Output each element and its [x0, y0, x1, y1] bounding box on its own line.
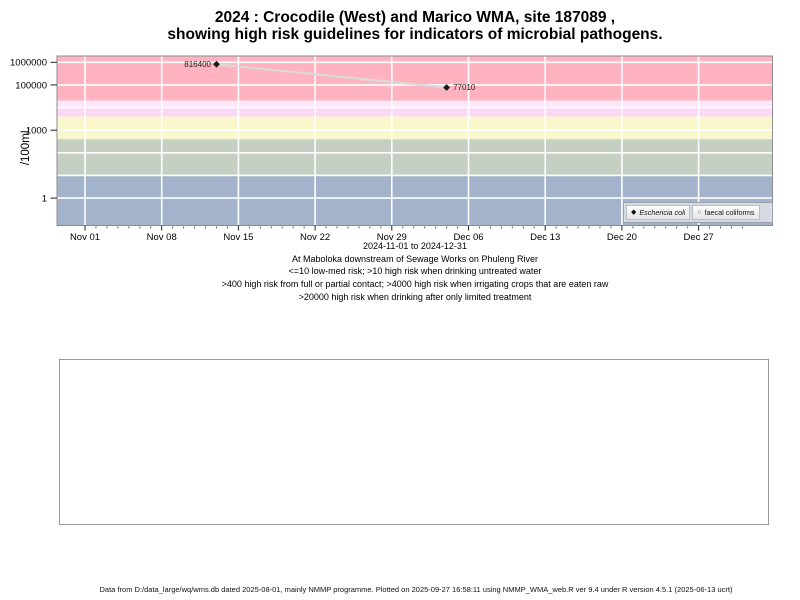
chart-title-line1: 2024 : Crocodile (West) and Marico WMA, …: [214, 9, 616, 26]
chart-captions: 2024-11-01 to 2024-12-31 At Maboloka dow…: [57, 240, 773, 304]
risk-band: [57, 56, 773, 101]
chart-legend: ◆ Eschericia coli ○ faecal coliforms: [623, 202, 773, 223]
x-tick-label: Dec 20: [607, 232, 637, 243]
caption-date-range: 2024-11-01 to 2024-12-31: [363, 241, 467, 251]
risk-band: [57, 100, 773, 108]
legend-item-eschericia-coli: ◆ Eschericia coli: [626, 205, 691, 220]
risk-band: [57, 116, 773, 140]
x-tick-label: Dec 27: [684, 232, 714, 243]
caption-guideline-1: <=10 low-med risk; >10 high risk when dr…: [288, 266, 542, 277]
legend-item-faecal-coliforms: ○ faecal coliforms: [692, 205, 760, 220]
y-tick-label: 1000000: [10, 58, 47, 69]
series-line: [216, 63, 447, 89]
footer-note: Data from D:/data_large/wq/wms.db dated …: [99, 585, 733, 594]
filled-diamond-icon: ◆: [631, 209, 637, 216]
caption-guideline-2: >400 high risk from full or partial cont…: [221, 279, 609, 290]
y-tick-label: 100000: [15, 80, 47, 91]
data-point: [443, 84, 450, 91]
chart-title-line2: showing high risk guidelines for indicat…: [167, 26, 663, 43]
y-axis-title: /100mL: [20, 126, 32, 166]
caption-guideline-3: >20000 high risk when drinking after onl…: [298, 291, 532, 302]
data-point-label: 77010: [453, 83, 476, 92]
x-tick-label: Dec 13: [530, 232, 560, 243]
x-tick-label: Nov 29: [377, 232, 407, 243]
risk-band: [57, 139, 773, 176]
risk-band: [57, 107, 773, 117]
x-tick-label: Nov 01: [70, 232, 100, 243]
y-tick-label: 1000: [26, 126, 47, 137]
x-tick-label: Nov 22: [300, 232, 330, 243]
legend-label: faecal coliforms: [704, 208, 755, 217]
x-tick-label: Nov 15: [223, 232, 253, 243]
legend-label: Eschericia coli: [639, 208, 686, 217]
chart-svg: 816400 77010 1000000 100000 1000 1 Nov 01 Nov 0…: [10, 55, 773, 243]
panel-border: [56, 55, 773, 226]
chart-title: 2024 : Crocodile (West) and Marico WMA, …: [57, 9, 773, 43]
y-tick-label: 1: [42, 193, 47, 204]
caption-site: At Maboloka downstream of Sewage Works o…: [292, 253, 538, 264]
data-point: [213, 60, 220, 68]
x-tick-label: Nov 08: [147, 232, 177, 243]
data-point-label: 816400: [184, 60, 211, 69]
open-circle-icon: ○: [697, 209, 702, 216]
x-tick-label: Dec 06: [453, 232, 483, 243]
empty-panel: [59, 359, 769, 525]
